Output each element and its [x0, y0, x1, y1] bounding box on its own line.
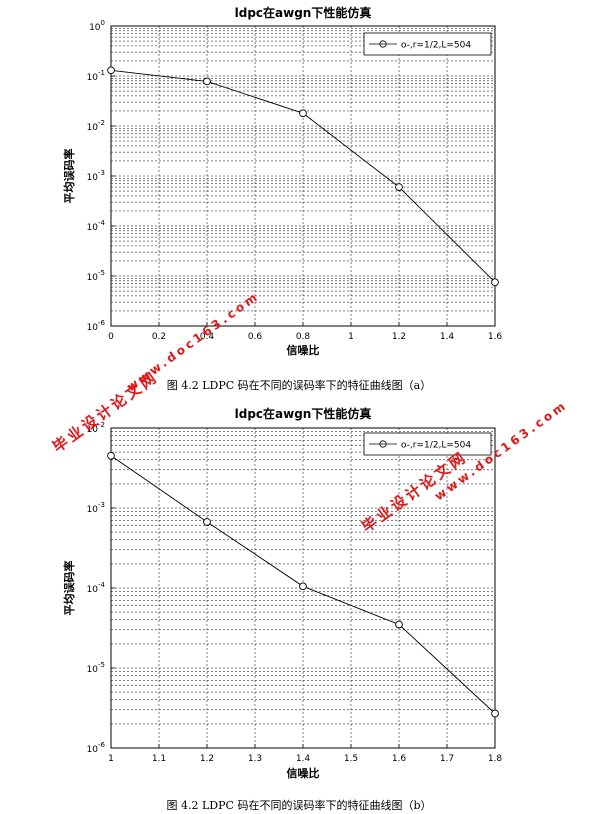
x-tick-label: 0.6 — [248, 332, 263, 342]
legend-b-label: o-,r=1/2,L=504 — [401, 441, 471, 451]
x-tick-label: 0.4 — [200, 332, 215, 342]
x-tick-label: 1.4 — [296, 754, 311, 764]
data-point — [299, 109, 307, 118]
chart-a: 0 0.2 0.4 0.6 0.8 1 1.2 1.4 1.6 100 10-1 10-2 10-3 10… — [62, 5, 502, 357]
x-tick-label: 1.7 — [440, 754, 454, 764]
x-tick-label: 1.2 — [200, 754, 214, 764]
data-point — [395, 183, 403, 191]
data-point — [299, 582, 307, 591]
x-tick-label: 1.3 — [248, 754, 262, 764]
x-tick-label: 1.8 — [488, 754, 503, 764]
x-tick-label: 1.5 — [344, 754, 358, 764]
y-tick-label: 10-2 — [87, 421, 105, 435]
legend-a-label: o-,r=1/2,L=504 — [401, 41, 471, 51]
x-tick-label: 1.4 — [440, 332, 455, 342]
ticks-a: 0 0.2 0.4 0.6 0.8 1 1.2 1.4 1.6 100 10-1 10-2 10-3 10… — [87, 19, 503, 342]
chart-b-title: ldpc在awgn下性能仿真 — [235, 406, 372, 421]
data-point — [203, 518, 211, 526]
chart-a-ylabel: 平均误码率 — [62, 149, 76, 204]
data-point — [107, 451, 115, 460]
legend-a-box — [363, 32, 492, 56]
chart-b-xlabel: 信噪比 — [287, 766, 320, 780]
chart-b-ylabel: 平均误码率 — [62, 561, 76, 616]
chart-a-xlabel: 信噪比 — [287, 343, 320, 357]
chart-a-title: ldpc在awgn下性能仿真 — [235, 5, 372, 20]
legend-b-box — [363, 432, 492, 456]
data-point — [395, 620, 403, 629]
caption-b: 图 4.2 LDPC 码在不同的误码率下的特征曲线图（b） — [166, 799, 432, 812]
y-tick-label: 10-3 — [87, 169, 105, 183]
caption-a: 图 4.2 LDPC 码在不同的误码率下的特征曲线图（a） — [166, 379, 432, 392]
x-tick-label: 1 — [108, 754, 114, 764]
y-tick-label: 10-2 — [87, 119, 105, 133]
data-point — [491, 709, 499, 718]
y-tick-label: 10-5 — [87, 661, 105, 675]
x-tick-label: 0.8 — [296, 332, 311, 342]
y-tick-label: 10-6 — [87, 741, 106, 755]
x-tick-label: 0 — [108, 332, 114, 342]
ticks-b: 1 1.1 1.2 1.3 1.4 1.5 1.6 1.7 1.8 10-2 10-3 10-4 10-… — [87, 421, 503, 764]
series-b — [107, 451, 499, 718]
x-tick-label: 0.2 — [152, 332, 166, 342]
grid-a — [111, 26, 495, 326]
y-tick-label: 10-6 — [87, 319, 106, 333]
x-tick-label: 1 — [348, 332, 354, 342]
data-point — [107, 66, 115, 75]
legend-b-marker — [379, 440, 387, 448]
chart-b: 1 1.1 1.2 1.3 1.4 1.5 1.6 1.7 1.8 10-2 10-3 10-4 10-… — [62, 406, 502, 780]
y-tick-label: 10-4 — [87, 581, 106, 595]
series-a — [107, 66, 499, 287]
x-tick-label: 1.6 — [392, 754, 407, 764]
x-tick-label: 1.1 — [152, 754, 166, 764]
x-tick-label: 1.2 — [392, 332, 406, 342]
x-tick-label: 1.6 — [488, 332, 503, 342]
y-tick-label: 100 — [89, 19, 105, 33]
data-point — [203, 77, 211, 86]
data-point — [491, 278, 499, 287]
grid-b — [111, 428, 495, 748]
legend-a-marker — [379, 40, 387, 48]
legend-a: o-,r=1/2,L=504 — [363, 32, 492, 56]
legend-b: o-,r=1/2,L=504 — [363, 432, 492, 456]
y-tick-label: 10-4 — [87, 219, 106, 233]
y-tick-label: 10-1 — [87, 69, 105, 83]
y-tick-label: 10-5 — [87, 269, 105, 283]
y-tick-label: 10-3 — [87, 501, 105, 515]
